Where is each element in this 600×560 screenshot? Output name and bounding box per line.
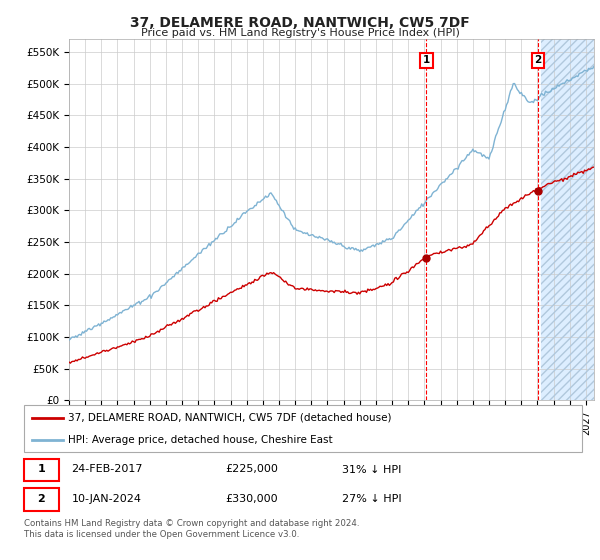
Bar xyxy=(541,39,600,400)
FancyBboxPatch shape xyxy=(24,488,59,511)
Bar xyxy=(541,39,600,400)
Text: 27% ↓ HPI: 27% ↓ HPI xyxy=(342,494,401,504)
Text: 37, DELAMERE ROAD, NANTWICH, CW5 7DF: 37, DELAMERE ROAD, NANTWICH, CW5 7DF xyxy=(130,16,470,30)
Text: 37, DELAMERE ROAD, NANTWICH, CW5 7DF (detached house): 37, DELAMERE ROAD, NANTWICH, CW5 7DF (de… xyxy=(68,413,391,423)
Text: 10-JAN-2024: 10-JAN-2024 xyxy=(71,494,142,504)
Text: £330,000: £330,000 xyxy=(225,494,278,504)
Text: £225,000: £225,000 xyxy=(225,464,278,474)
FancyBboxPatch shape xyxy=(24,405,582,452)
Text: HPI: Average price, detached house, Cheshire East: HPI: Average price, detached house, Ches… xyxy=(68,435,332,445)
Text: 1: 1 xyxy=(422,55,430,65)
Text: 24-FEB-2017: 24-FEB-2017 xyxy=(71,464,143,474)
Text: Contains HM Land Registry data © Crown copyright and database right 2024.
This d: Contains HM Land Registry data © Crown c… xyxy=(24,519,359,539)
Text: Price paid vs. HM Land Registry's House Price Index (HPI): Price paid vs. HM Land Registry's House … xyxy=(140,28,460,38)
Text: 2: 2 xyxy=(535,55,542,65)
Text: 2: 2 xyxy=(37,494,45,504)
Text: 31% ↓ HPI: 31% ↓ HPI xyxy=(342,464,401,474)
FancyBboxPatch shape xyxy=(24,459,59,481)
Text: 1: 1 xyxy=(37,464,45,474)
